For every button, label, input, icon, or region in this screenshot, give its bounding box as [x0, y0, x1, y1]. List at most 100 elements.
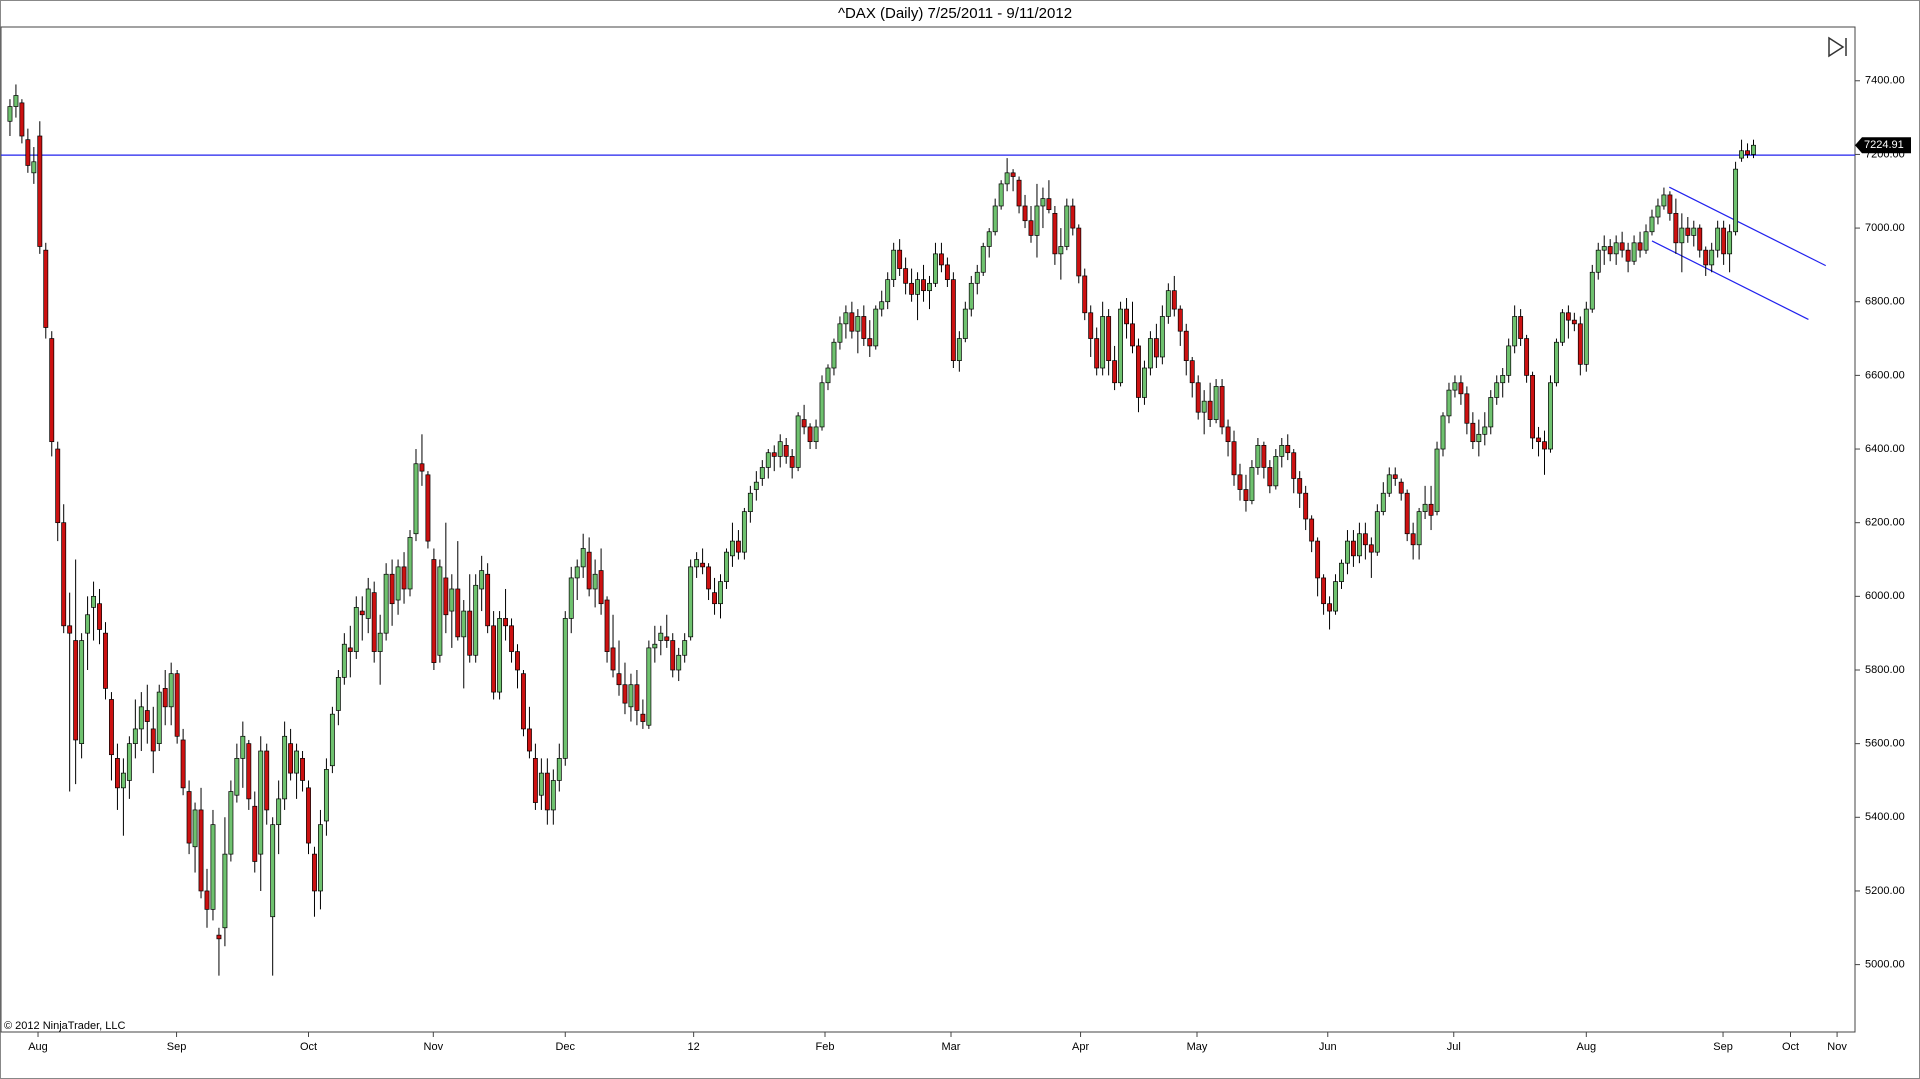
- candle-body: [1291, 452, 1297, 479]
- y-tick-label: 6800.00: [1865, 296, 1905, 308]
- candle-body: [694, 559, 700, 568]
- candle-body: [1345, 540, 1350, 564]
- candle-body: [1643, 231, 1649, 251]
- candle-body: [515, 651, 520, 671]
- candle-body: [1231, 441, 1237, 476]
- candle-body: [49, 338, 55, 443]
- scroll-end-icon[interactable]: [1828, 36, 1847, 58]
- candle-body: [1004, 172, 1010, 185]
- candle-body: [544, 772, 550, 811]
- candle-body: [1464, 393, 1470, 424]
- candle-body: [449, 588, 455, 612]
- candle-body: [276, 798, 282, 826]
- candle-body: [341, 643, 347, 678]
- candle-body: [1261, 445, 1267, 468]
- x-tick-label: Mar: [942, 1041, 961, 1053]
- candle-body: [1082, 275, 1088, 314]
- candle-body: [359, 610, 365, 616]
- candle-body: [91, 595, 96, 608]
- candle-body: [1673, 212, 1679, 244]
- candle-body: [294, 750, 300, 774]
- candle-body: [1452, 382, 1458, 391]
- candle-body: [1339, 562, 1344, 582]
- candle-body: [186, 791, 192, 844]
- x-tick-label: Oct: [300, 1041, 317, 1053]
- candle-body: [867, 338, 873, 347]
- candle-body: [712, 592, 717, 605]
- candle-body: [114, 758, 120, 789]
- y-tick-label: 5600.00: [1865, 738, 1905, 750]
- candle-body: [318, 824, 323, 892]
- candle-body: [204, 890, 210, 910]
- candle-body: [1518, 316, 1524, 339]
- candle-body: [1165, 290, 1171, 317]
- candle-body: [891, 249, 897, 280]
- candle-body: [628, 684, 634, 708]
- candle-body: [753, 481, 759, 490]
- candle-body: [467, 610, 473, 656]
- candle-body: [1506, 345, 1512, 376]
- candle-body: [1667, 194, 1673, 214]
- candle-body: [1010, 172, 1016, 177]
- candle-body: [1213, 386, 1219, 420]
- candle-body: [765, 452, 771, 468]
- candle-body: [1458, 382, 1464, 395]
- candle-body: [1225, 426, 1231, 443]
- x-tick-label: Sep: [1713, 1041, 1733, 1053]
- candle-body: [1159, 316, 1165, 358]
- last-price-label: 7224.91: [1864, 139, 1904, 151]
- candle-body: [1428, 503, 1434, 516]
- candle-body: [234, 758, 240, 796]
- candle-body: [831, 341, 837, 369]
- candle-body: [735, 540, 741, 553]
- candle-body: [288, 743, 294, 774]
- candle-body: [1536, 437, 1541, 443]
- candle-body: [1183, 330, 1189, 361]
- candle-body: [1219, 386, 1225, 428]
- candle-body: [903, 268, 909, 284]
- candle-body: [252, 805, 258, 862]
- candle-body: [138, 706, 144, 730]
- candle-body: [31, 161, 37, 174]
- candle-body: [1422, 503, 1428, 512]
- candle-body: [246, 743, 252, 800]
- candle-body: [1565, 312, 1571, 321]
- candle-body: [974, 271, 980, 284]
- candle-body: [747, 492, 753, 512]
- candle-body: [365, 588, 371, 619]
- candle-body: [395, 566, 401, 601]
- candle-body: [1583, 308, 1589, 365]
- candle-body: [909, 282, 915, 295]
- candle-body: [335, 677, 341, 711]
- candle-body: [13, 95, 19, 107]
- candle-body: [646, 647, 652, 726]
- candle-body: [1703, 249, 1709, 266]
- y-tick-label: 5800.00: [1865, 664, 1905, 676]
- candle-body: [807, 426, 813, 443]
- candle-body: [849, 312, 855, 332]
- candle-body: [1589, 271, 1595, 310]
- candle-body: [789, 456, 795, 468]
- candle-body: [1571, 319, 1577, 325]
- candle-body: [927, 282, 932, 292]
- candle-body: [837, 323, 843, 343]
- candle-body: [580, 548, 586, 568]
- candle-body: [258, 750, 264, 855]
- chart-title: ^DAX (Daily) 7/25/2011 - 9/11/2012: [838, 5, 1072, 22]
- candle-body: [658, 632, 664, 641]
- candle-body: [120, 772, 126, 789]
- candle-body: [312, 853, 317, 892]
- y-tick-label: 6200.00: [1865, 517, 1905, 529]
- y-tick-label: 7400.00: [1865, 75, 1905, 87]
- candle-body: [150, 728, 156, 752]
- candle-body: [1088, 312, 1094, 339]
- candle-body: [210, 824, 216, 910]
- candle-body: [1118, 308, 1124, 384]
- candle-body: [132, 728, 138, 744]
- candle-body: [1249, 467, 1255, 501]
- candle-body: [455, 588, 461, 638]
- candle-body: [1398, 481, 1404, 494]
- candle-body: [1715, 227, 1721, 251]
- candle-body: [1177, 308, 1183, 332]
